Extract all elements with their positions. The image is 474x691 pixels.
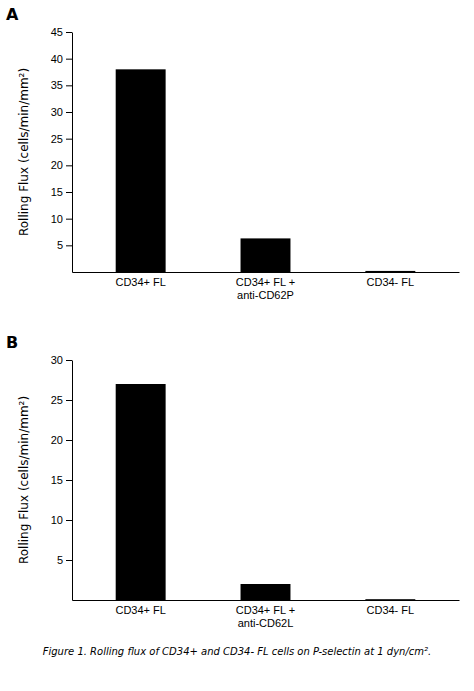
tick: 35 (51, 79, 72, 91)
tick-mark (66, 139, 72, 140)
bar (241, 238, 291, 272)
tick-label-line: CD34+ FL + (236, 276, 296, 288)
tick-label: 20 (51, 434, 63, 446)
category-tick: CD34+ FL (115, 600, 165, 616)
tick-mark (66, 360, 72, 361)
tick-label-line: CD34+ FL + (236, 604, 296, 616)
tick-label-line: CD34+ FL (115, 604, 165, 616)
tick-mark (66, 520, 72, 521)
y-axis-title: Rolling Flux (cells/min/mm²) (17, 68, 31, 236)
tick: 10 (51, 514, 72, 526)
caption-line: Figure 1. Rolling flux of CD34+ and CD34… (43, 646, 432, 657)
tick-label: CD34- FL (366, 604, 414, 616)
caption: Figure 1. Rolling flux of CD34+ and CD34… (43, 646, 432, 657)
panel-label: B (6, 333, 18, 352)
tick: 15 (51, 186, 72, 198)
category-tick: CD34+ FL +anti-CD62P (236, 272, 296, 301)
tick-label: 40 (51, 53, 63, 65)
tick: 30 (51, 354, 72, 366)
tick: 5 (57, 554, 72, 566)
tick-label-line: anti-CD62P (237, 289, 294, 301)
category-tick: CD34+ FL +anti-CD62L (236, 600, 296, 629)
tick-label-line: anti-CD62L (238, 617, 294, 629)
tick: 45 (51, 26, 72, 38)
tick-label-line: CD34+ FL (115, 276, 165, 288)
tick-mark (66, 219, 72, 220)
tick-mark (66, 560, 72, 561)
tick-label-line: CD34- FL (366, 604, 414, 616)
panel: 51015202530CD34+ FLCD34+ FL +anti-CD62LC… (6, 333, 460, 629)
tick: 25 (51, 394, 72, 406)
tick-label: CD34- FL (366, 276, 414, 288)
category-tick: CD34- FL (366, 272, 414, 288)
panel: 5 10 15 20 25 30 35 40 45 CD34+ FL CD34+ FL +anti-… (6, 5, 460, 301)
tick-label: CD34+ FL (115, 276, 165, 288)
tick: 40 (51, 53, 72, 65)
tick-label: 10 (51, 213, 63, 225)
y-axis-title: Rolling Flux (cells/min/mm²) (17, 396, 31, 564)
tick-label: 30 (51, 106, 63, 118)
tick-label: 5 (57, 239, 63, 251)
y-axis: 5 10 15 20 25 30 35 40 45 (51, 26, 73, 272)
bar (116, 384, 166, 600)
tick-label: 5 (57, 554, 63, 566)
tick-label: 15 (51, 186, 63, 198)
bars (116, 384, 416, 600)
tick-label-line: CD34- FL (366, 276, 414, 288)
tick-mark (66, 59, 72, 60)
tick-mark (66, 400, 72, 401)
axis-line (72, 33, 73, 273)
tick: 20 (51, 434, 72, 446)
axis-line (73, 600, 460, 601)
tick: 10 (51, 213, 72, 225)
tick-label: CD34+ FL +anti-CD62P (236, 276, 296, 301)
tick-label: 45 (51, 26, 63, 38)
tick: 20 (51, 159, 72, 171)
tick-mark (66, 245, 72, 246)
tick-label: CD34+ FL (115, 604, 165, 616)
tick: 30 (51, 106, 72, 118)
axis-line (72, 361, 73, 601)
tick-mark (66, 85, 72, 86)
bars (116, 69, 416, 272)
x-axis: CD34+ FL CD34+ FL +anti-CD62L CD34- FL (73, 600, 460, 629)
tick-mark (66, 192, 72, 193)
tick-label: 20 (51, 159, 63, 171)
category-tick: CD34- FL (366, 600, 414, 616)
tick-mark (66, 165, 72, 166)
tick-label: 25 (51, 394, 63, 406)
tick-mark (66, 480, 72, 481)
tick-mark (66, 112, 72, 113)
tick-label: 25 (51, 133, 63, 145)
y-axis: 5 10 15 20 25 30 (51, 354, 73, 600)
bar (365, 599, 415, 600)
tick-label: CD34+ FL +anti-CD62L (236, 604, 296, 629)
tick-mark (66, 32, 72, 33)
bar (116, 69, 166, 272)
tick: 25 (51, 133, 72, 145)
bar (365, 271, 415, 272)
tick-label: 10 (51, 514, 63, 526)
tick-label: 15 (51, 474, 63, 486)
panel-label: A (6, 5, 19, 24)
tick-label: 35 (51, 79, 63, 91)
x-axis: CD34+ FL CD34+ FL +anti-CD62P CD34- FL (73, 272, 460, 301)
tick: 5 (57, 239, 72, 251)
axis-line (73, 272, 460, 273)
chart: 51015202530354045CD34+ FLCD34+ FL +anti-… (0, 0, 474, 691)
tick: 15 (51, 474, 72, 486)
tick-mark (66, 440, 72, 441)
category-tick: CD34+ FL (115, 272, 165, 288)
tick-label: 30 (51, 354, 63, 366)
bar (241, 584, 291, 600)
